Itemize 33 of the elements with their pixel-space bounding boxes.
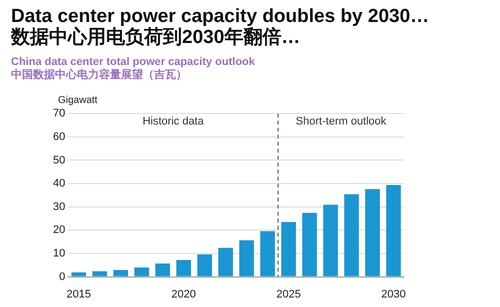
bar [71, 272, 86, 276]
y-tick-label: 40 [52, 178, 66, 190]
x-tick-label: 2025 [276, 288, 301, 300]
bar [386, 184, 401, 276]
x-tick-label: 2015 [66, 288, 91, 300]
bar [302, 212, 317, 276]
y-tick-label: 20 [52, 224, 66, 236]
bar [134, 267, 150, 276]
bar [92, 271, 108, 276]
bar [218, 248, 233, 276]
bar [323, 204, 338, 276]
bar [281, 222, 296, 276]
x-tick-label: 2030 [381, 288, 406, 300]
y-tick-label: 70 [52, 108, 66, 120]
y-tick-label: 60 [52, 130, 66, 143]
y-tick-label: 10 [52, 248, 66, 260]
bar [260, 231, 275, 276]
bar [176, 260, 191, 276]
chart-subtitle: China data center total power capacity outlook 中国数据中心电力容量展望（吉瓦） [11, 56, 255, 82]
y-tick-label: 30 [52, 200, 66, 213]
bar [197, 254, 212, 276]
y-axis-title: Gigawatt [58, 95, 98, 106]
annotation: Historic data [142, 116, 205, 128]
y-tick-label: 50 [52, 154, 66, 166]
bar [344, 194, 359, 276]
x-tick-label: 2020 [171, 288, 196, 300]
bar [365, 189, 380, 276]
chart-title: Data center power capacity doubles by 2030… 数据中心用电负荷到2030年翻倍… [11, 6, 430, 48]
annotation: Short-term outlook [296, 116, 387, 128]
bar [239, 240, 254, 276]
bar [113, 270, 128, 276]
bar [155, 264, 170, 276]
y-tick-label: 0 [59, 270, 66, 283]
